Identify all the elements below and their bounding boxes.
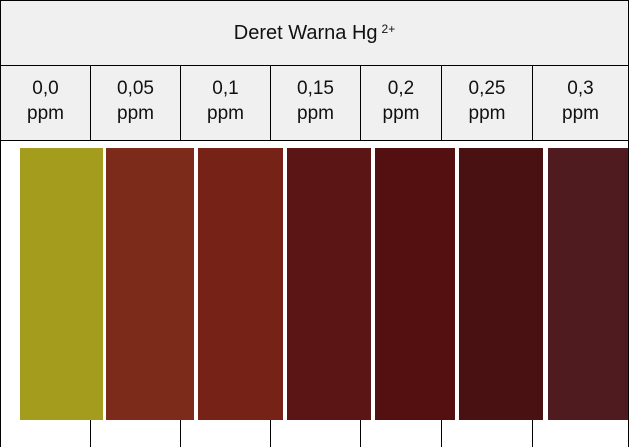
color-swatch xyxy=(106,148,194,420)
header-unit: ppm xyxy=(181,101,270,126)
title-text: Deret Warna Hg xyxy=(234,22,378,45)
title-superscript: 2+ xyxy=(382,22,396,36)
header-value: 0,15 xyxy=(271,76,360,101)
header-value: 0,2 xyxy=(361,76,441,101)
header-unit: ppm xyxy=(442,101,532,126)
cell-border xyxy=(0,140,1,447)
header-value: 0,05 xyxy=(91,76,180,101)
header-unit: ppm xyxy=(533,101,628,126)
header-unit: ppm xyxy=(1,101,90,126)
page: Deret Warna Hg2+ (() => { const data = J… xyxy=(0,0,629,447)
header-value: 0,0 xyxy=(1,76,90,101)
cell-border xyxy=(270,420,271,447)
header-unit: ppm xyxy=(361,101,441,126)
cell-border xyxy=(441,420,442,447)
table-title: Deret Warna Hg 2+ xyxy=(0,0,629,66)
header-value: 0,3 xyxy=(533,76,628,101)
cell-border xyxy=(532,420,533,447)
header-unit: ppm xyxy=(91,101,180,126)
color-swatch xyxy=(287,148,371,420)
header-value: 0,1 xyxy=(181,76,270,101)
color-swatch xyxy=(375,148,455,420)
color-swatch xyxy=(459,148,543,420)
color-swatch xyxy=(20,148,103,420)
color-swatch xyxy=(198,148,283,420)
header-unit: ppm xyxy=(271,101,360,126)
cell-border xyxy=(180,420,181,447)
color-swatch xyxy=(548,148,629,420)
header-value: 0,25 xyxy=(442,76,532,101)
cell-border xyxy=(360,420,361,447)
cell-border xyxy=(90,420,91,447)
